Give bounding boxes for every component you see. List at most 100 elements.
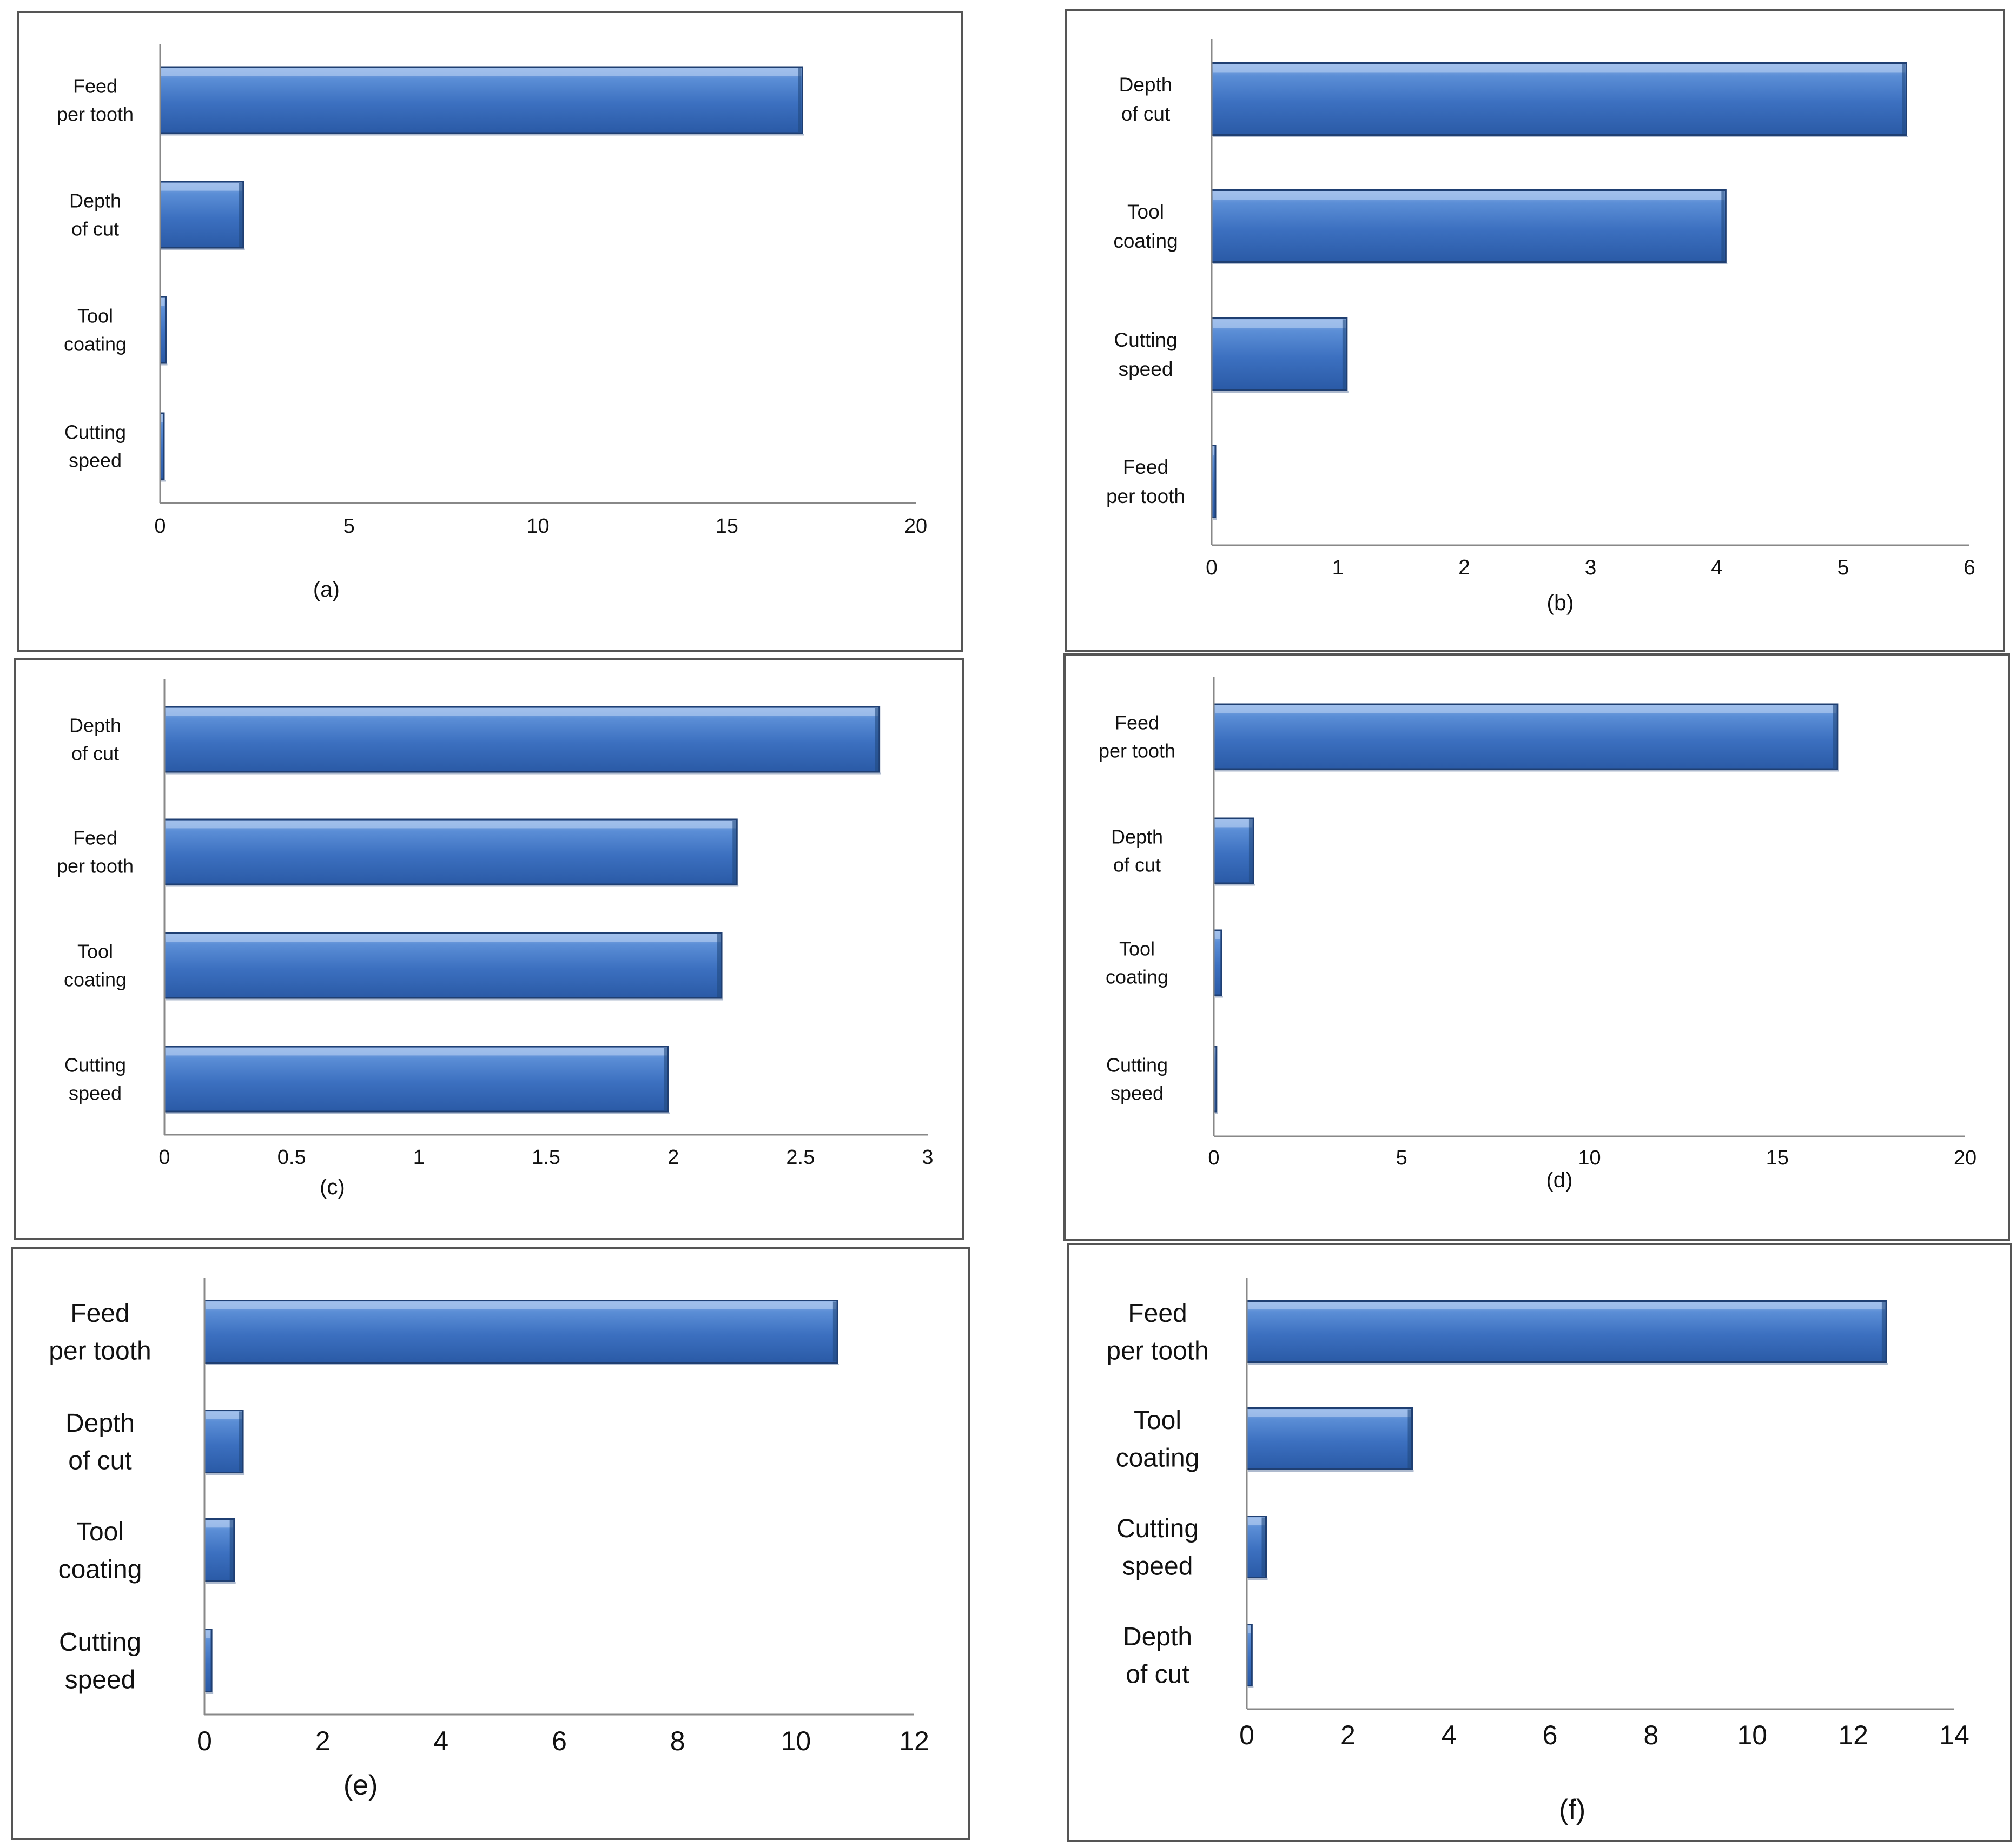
- x-tick-label: 8: [670, 1726, 685, 1756]
- bar-highlight: [206, 1520, 233, 1528]
- x-tick-label: 5: [1396, 1147, 1407, 1169]
- category-label: Feed per tooth: [1106, 1299, 1208, 1366]
- category-label: Feed per tooth: [1106, 456, 1185, 507]
- bar-highlight: [161, 68, 802, 76]
- category-label-line: per tooth: [1099, 740, 1175, 762]
- x-tick-label: 14: [1939, 1720, 1969, 1750]
- x-tick-label: 8: [1644, 1720, 1659, 1750]
- x-tick-label: 10: [781, 1726, 811, 1756]
- chart-panel: Feed per tooth Tool coating Cutting speed Dept…: [1067, 1243, 2012, 1842]
- category-label-line: of cut: [1121, 103, 1171, 125]
- category-label-line: speed: [1122, 1552, 1193, 1581]
- bar-highlight: [166, 708, 878, 716]
- category-label-line: Tool: [1119, 938, 1155, 960]
- x-tick-label: 4: [1442, 1720, 1457, 1750]
- bar: [159, 181, 244, 249]
- bar: [203, 1629, 213, 1692]
- bar-highlight: [1248, 1409, 1411, 1417]
- category-label-line: Cutting: [1106, 1054, 1168, 1076]
- x-tick-label: 20: [1954, 1147, 1977, 1169]
- category-label: Tool coating: [1116, 1406, 1200, 1473]
- x-tick-label: 4: [433, 1726, 448, 1756]
- x-tick-label: 0: [1239, 1720, 1254, 1750]
- panel-caption: (a): [313, 578, 340, 601]
- category-label-line: Feed: [1128, 1299, 1187, 1328]
- panel-caption: (b): [1546, 590, 1574, 615]
- category-label-line: per tooth: [1106, 485, 1185, 507]
- bar: [1246, 1300, 1887, 1363]
- bar: [163, 932, 723, 999]
- category-label-line: Depth: [1123, 1623, 1192, 1651]
- bar-edge-shade: [798, 68, 802, 132]
- category-label-line: speed: [1119, 358, 1173, 380]
- bar-highlight: [161, 298, 165, 306]
- x-tick-label: 5: [343, 515, 355, 538]
- category-label-line: Depth: [1111, 826, 1163, 848]
- panel-caption: (f): [1559, 1794, 1585, 1825]
- category-label: Cutting speed: [64, 1054, 126, 1104]
- bar: [159, 66, 803, 134]
- bar: [1213, 929, 1222, 996]
- x-tick-label: 12: [1838, 1720, 1868, 1750]
- category-label-line: of cut: [1113, 854, 1161, 876]
- category-label: Tool coating: [1106, 938, 1168, 988]
- category-label-line: coating: [58, 1556, 142, 1584]
- bar-highlight: [166, 934, 721, 942]
- bar-highlight: [206, 1630, 211, 1638]
- category-label: Feed per tooth: [57, 827, 134, 877]
- bar-highlight: [1213, 319, 1346, 328]
- category-label-line: Tool: [1134, 1406, 1181, 1435]
- bar-highlight: [1215, 705, 1836, 713]
- bar: [163, 818, 738, 885]
- category-label: Feed per tooth: [1099, 712, 1175, 762]
- bar: [159, 296, 167, 364]
- x-tick-label: 0: [154, 515, 166, 538]
- category-label-line: Depth: [69, 190, 121, 212]
- x-tick-label: 3: [922, 1146, 933, 1169]
- bar-edge-shade: [717, 934, 721, 997]
- x-tick-label: 15: [1766, 1147, 1789, 1169]
- category-label: Depth of cut: [69, 190, 121, 240]
- bar: [1213, 817, 1254, 884]
- bar-edge-shade: [239, 183, 242, 247]
- category-label-line: Cutting: [1116, 1514, 1199, 1543]
- x-tick-label: 0: [1206, 556, 1218, 579]
- category-label-line: per tooth: [1106, 1337, 1208, 1366]
- bar: [1211, 62, 1907, 136]
- category-label-line: coating: [64, 333, 127, 355]
- category-label: Feed per tooth: [49, 1299, 151, 1366]
- category-label-line: Depth: [69, 714, 121, 737]
- x-tick-label: 6: [552, 1726, 567, 1756]
- category-label-line: Feed: [73, 827, 117, 849]
- bar: [1211, 189, 1727, 263]
- x-tick-label: 1: [413, 1146, 425, 1169]
- category-label: Cutting speed: [1106, 1054, 1168, 1104]
- category-label-line: speed: [69, 1082, 122, 1104]
- category-label-line: Tool: [76, 1518, 124, 1546]
- category-label-line: Cutting: [1114, 329, 1177, 351]
- bar: [203, 1410, 244, 1473]
- category-label: Cutting speed: [1114, 329, 1177, 380]
- category-label-line: Tool: [77, 305, 113, 327]
- category-label-line: of cut: [1126, 1660, 1189, 1689]
- bar-edge-shade: [732, 821, 736, 883]
- category-label: Depth of cut: [1119, 74, 1173, 125]
- x-tick-label: 10: [526, 515, 549, 538]
- x-tick-label: 2.5: [786, 1146, 815, 1169]
- panel-caption: (c): [320, 1175, 345, 1199]
- category-label-line: Depth: [1119, 74, 1173, 96]
- category-label-line: per tooth: [49, 1337, 151, 1366]
- bar-edge-shade: [1407, 1409, 1411, 1468]
- category-label-line: Cutting: [59, 1628, 141, 1657]
- x-tick-label: 3: [1585, 556, 1597, 579]
- chart-panel: Feed per tooth Depth of cut Tool coating Cutti…: [17, 11, 963, 652]
- x-tick-label: 0: [1208, 1147, 1219, 1169]
- category-label: Depth of cut: [1111, 826, 1163, 876]
- x-tick-label: 15: [716, 515, 738, 538]
- panel-caption: (e): [343, 1770, 378, 1801]
- x-tick-label: 1: [1332, 556, 1344, 579]
- category-label-line: coating: [1113, 230, 1178, 252]
- x-tick-label: 20: [904, 515, 927, 538]
- bar: [203, 1300, 838, 1364]
- category-label: Depth of cut: [69, 714, 121, 765]
